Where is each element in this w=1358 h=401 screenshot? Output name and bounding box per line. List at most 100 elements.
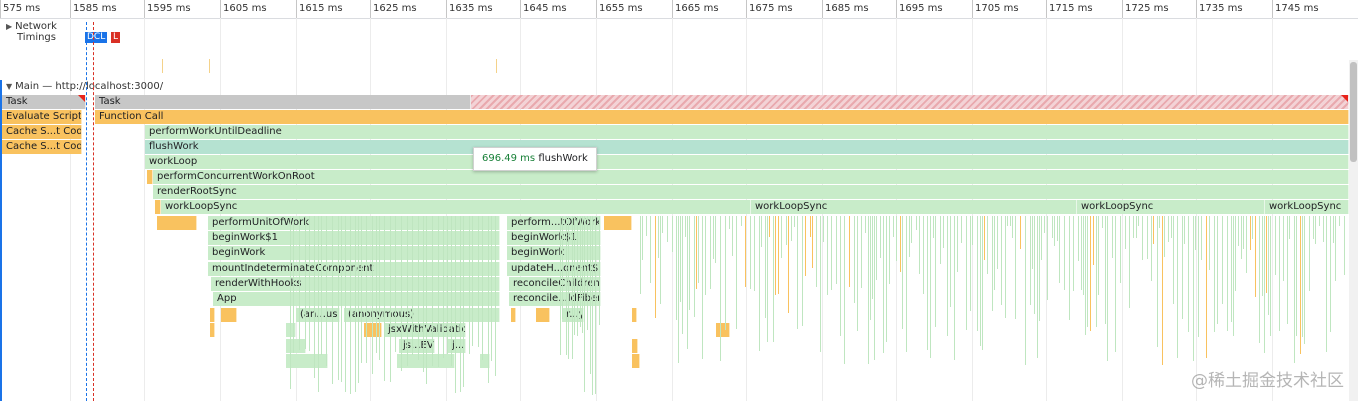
- micro-call-bar[interactable]: [769, 216, 770, 237]
- micro-call-bar[interactable]: [332, 216, 333, 384]
- micro-call-bar[interactable]: [1052, 216, 1053, 238]
- micro-call-bar[interactable]: [767, 216, 768, 342]
- micro-call-bar[interactable]: [1168, 216, 1169, 242]
- micro-call-bar[interactable]: [1085, 216, 1086, 335]
- micro-call-bar[interactable]: [1241, 216, 1242, 259]
- micro-call-bar[interactable]: [872, 216, 873, 299]
- script-frame[interactable]: [210, 323, 215, 337]
- micro-call-bar[interactable]: [1059, 216, 1060, 283]
- micro-call-bar[interactable]: [750, 216, 751, 289]
- script-frame[interactable]: [210, 308, 215, 322]
- micro-call-bar[interactable]: [1173, 216, 1174, 304]
- evaluate-script-frame[interactable]: Evaluate Script: [2, 110, 82, 124]
- micro-call-bar[interactable]: [361, 216, 362, 363]
- micro-call-bar[interactable]: [658, 216, 659, 258]
- micro-call-bar[interactable]: [1015, 216, 1016, 319]
- micro-call-bar[interactable]: [590, 216, 591, 374]
- micro-call-bar[interactable]: [781, 216, 782, 258]
- micro-call-bar[interactable]: [577, 216, 578, 336]
- micro-call-bar[interactable]: [1198, 216, 1199, 337]
- micro-call-bar[interactable]: [1138, 216, 1139, 226]
- script-frame[interactable]: [221, 308, 237, 322]
- micro-call-bar[interactable]: [472, 216, 473, 346]
- micro-call-bar[interactable]: [820, 216, 821, 352]
- micro-call-bar[interactable]: [992, 216, 993, 311]
- micro-call-bar[interactable]: [1136, 216, 1137, 238]
- micro-call-bar[interactable]: [672, 216, 673, 252]
- micro-call-bar[interactable]: [443, 216, 444, 358]
- micro-call-bar[interactable]: [1238, 216, 1239, 246]
- micro-call-bar[interactable]: [916, 216, 917, 230]
- micro-call-bar[interactable]: [1201, 216, 1202, 260]
- scrollbar-thumb[interactable]: [1350, 62, 1357, 162]
- micro-call-bar[interactable]: [1252, 216, 1253, 239]
- micro-call-bar[interactable]: [840, 216, 841, 336]
- micro-call-bar[interactable]: [395, 216, 396, 352]
- micro-call-bar[interactable]: [1231, 216, 1232, 322]
- micro-call-bar[interactable]: [341, 216, 342, 382]
- micro-call-bar[interactable]: [676, 216, 677, 320]
- cache-script-code-frame[interactable]: Cache S...t Code: [2, 125, 82, 139]
- micro-call-bar[interactable]: [940, 216, 941, 264]
- micro-call-bar[interactable]: [849, 216, 850, 287]
- micro-call-bar[interactable]: [678, 216, 679, 363]
- micro-call-bar[interactable]: [646, 216, 647, 236]
- micro-call-bar[interactable]: [1073, 216, 1074, 291]
- micro-call-bar[interactable]: [919, 216, 920, 274]
- micro-call-bar[interactable]: [961, 216, 962, 243]
- micro-call-bar[interactable]: [1083, 216, 1084, 295]
- micro-call-bar[interactable]: [587, 216, 588, 330]
- micro-call-bar[interactable]: [696, 216, 697, 289]
- micro-call-bar[interactable]: [1302, 216, 1303, 337]
- micro-call-bar[interactable]: [584, 216, 585, 392]
- micro-call-bar[interactable]: [293, 216, 294, 353]
- micro-call-bar[interactable]: [694, 216, 695, 317]
- micro-call-bar[interactable]: [407, 216, 408, 366]
- jsx-frame[interactable]: j...: [448, 339, 466, 353]
- micro-call-bar[interactable]: [1151, 216, 1152, 281]
- micro-call-bar[interactable]: [687, 216, 688, 349]
- micro-call-bar[interactable]: [1335, 216, 1336, 281]
- network-timings-track[interactable]: ▶ Network Timings DCL L: [0, 19, 1358, 79]
- micro-call-bar[interactable]: [1007, 216, 1008, 226]
- micro-call-bar[interactable]: [455, 216, 456, 393]
- micro-call-bar[interactable]: [713, 216, 714, 259]
- micro-call-bar[interactable]: [805, 216, 806, 276]
- render-root-sync-frame[interactable]: renderRootSync: [153, 185, 1349, 199]
- micro-call-bar[interactable]: [560, 216, 561, 355]
- micro-call-bar[interactable]: [432, 216, 433, 366]
- micro-call-bar[interactable]: [816, 216, 817, 287]
- micro-call-bar[interactable]: [1233, 216, 1234, 336]
- micro-call-bar[interactable]: [372, 216, 373, 374]
- micro-call-bar[interactable]: [1259, 216, 1260, 343]
- micro-call-bar[interactable]: [1333, 216, 1334, 243]
- perform-work-until-deadline-frame[interactable]: performWorkUntilDeadline: [145, 125, 1349, 139]
- micro-call-bar[interactable]: [1164, 216, 1165, 257]
- micro-call-bar[interactable]: [923, 216, 924, 294]
- micro-call-bar[interactable]: [930, 216, 931, 358]
- micro-call-bar[interactable]: [469, 216, 470, 354]
- micro-call-bar[interactable]: [1262, 216, 1263, 296]
- micro-call-bar[interactable]: [1010, 216, 1011, 226]
- micro-call-bar[interactable]: [401, 216, 402, 371]
- long-task-warning[interactable]: [471, 95, 1349, 109]
- micro-call-bar[interactable]: [761, 216, 762, 247]
- micro-call-bar[interactable]: [966, 216, 967, 330]
- micro-call-bar[interactable]: [794, 216, 795, 227]
- micro-call-bar[interactable]: [366, 216, 367, 363]
- micro-call-bar[interactable]: [662, 216, 663, 233]
- script-frame[interactable]: [536, 308, 550, 322]
- micro-call-bar[interactable]: [345, 216, 346, 392]
- micro-call-bar[interactable]: [773, 216, 774, 342]
- micro-call-bar[interactable]: [786, 216, 787, 245]
- micro-call-bar[interactable]: [1090, 216, 1091, 331]
- micro-call-bar[interactable]: [994, 216, 995, 290]
- main-track-header[interactable]: ▼ Main — http://localhost:3000/: [0, 80, 1358, 401]
- micro-call-bar[interactable]: [642, 216, 643, 260]
- micro-call-bar[interactable]: [1064, 216, 1065, 290]
- micro-call-bar[interactable]: [705, 216, 706, 295]
- micro-call-bar[interactable]: [957, 216, 958, 272]
- network-request-bar[interactable]: [209, 59, 210, 73]
- micro-call-bar[interactable]: [1184, 216, 1185, 244]
- script-frame[interactable]: [632, 339, 638, 353]
